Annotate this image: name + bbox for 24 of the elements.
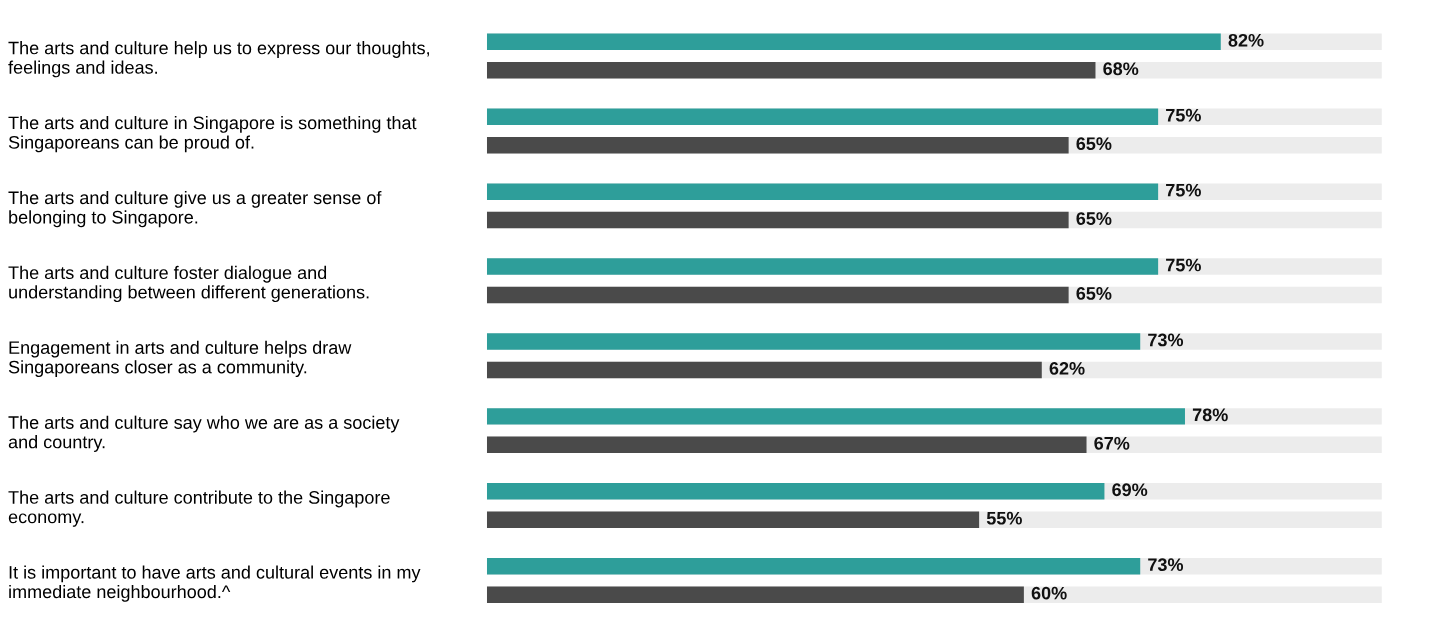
data-label: 75% [1166, 183, 1201, 197]
y-tick-label: The arts and culture give us a greater sense of belonging to Singapore. [8, 190, 382, 228]
data-label: 73% [1148, 558, 1184, 572]
data-label: 60% [1031, 586, 1067, 600]
data-label: 65% [1076, 212, 1112, 225]
data-label: 67% [1094, 436, 1130, 450]
data-label: 62% [1049, 361, 1085, 375]
data-label: 69% [1112, 483, 1148, 497]
data-label: 55% [986, 511, 1022, 525]
data-label: 82% [1228, 33, 1264, 47]
y-tick-label: The arts and culture foster dialogue and understanding between different generations. [8, 265, 369, 303]
y-tick-label: The arts and culture in Singapore is something that Singaporeans can be proud of. [8, 116, 417, 153]
data-label: 73% [1148, 333, 1184, 347]
data-label: 65% [1076, 137, 1112, 151]
y-tick-label: The arts and culture say who we are as a society and country. [8, 415, 400, 452]
data-label: 78% [1192, 408, 1228, 422]
y-tick-label: Engagement in arts and culture helps draw Singaporeans closer as a community. [8, 340, 352, 378]
data-label: 75% [1166, 108, 1201, 122]
y-tick-label: The arts and culture help us to express our thoughts, feelings and ideas. [8, 41, 429, 78]
data-label: 65% [1076, 287, 1112, 300]
y-tick-label: It is important to have arts and cultural events in my immediate neighbourhood.^ [9, 565, 421, 602]
data-label: 68% [1103, 62, 1139, 76]
data-label: 75% [1166, 258, 1201, 272]
y-tick-label: The arts and culture contribute to the Singapore economy. [8, 490, 390, 527]
